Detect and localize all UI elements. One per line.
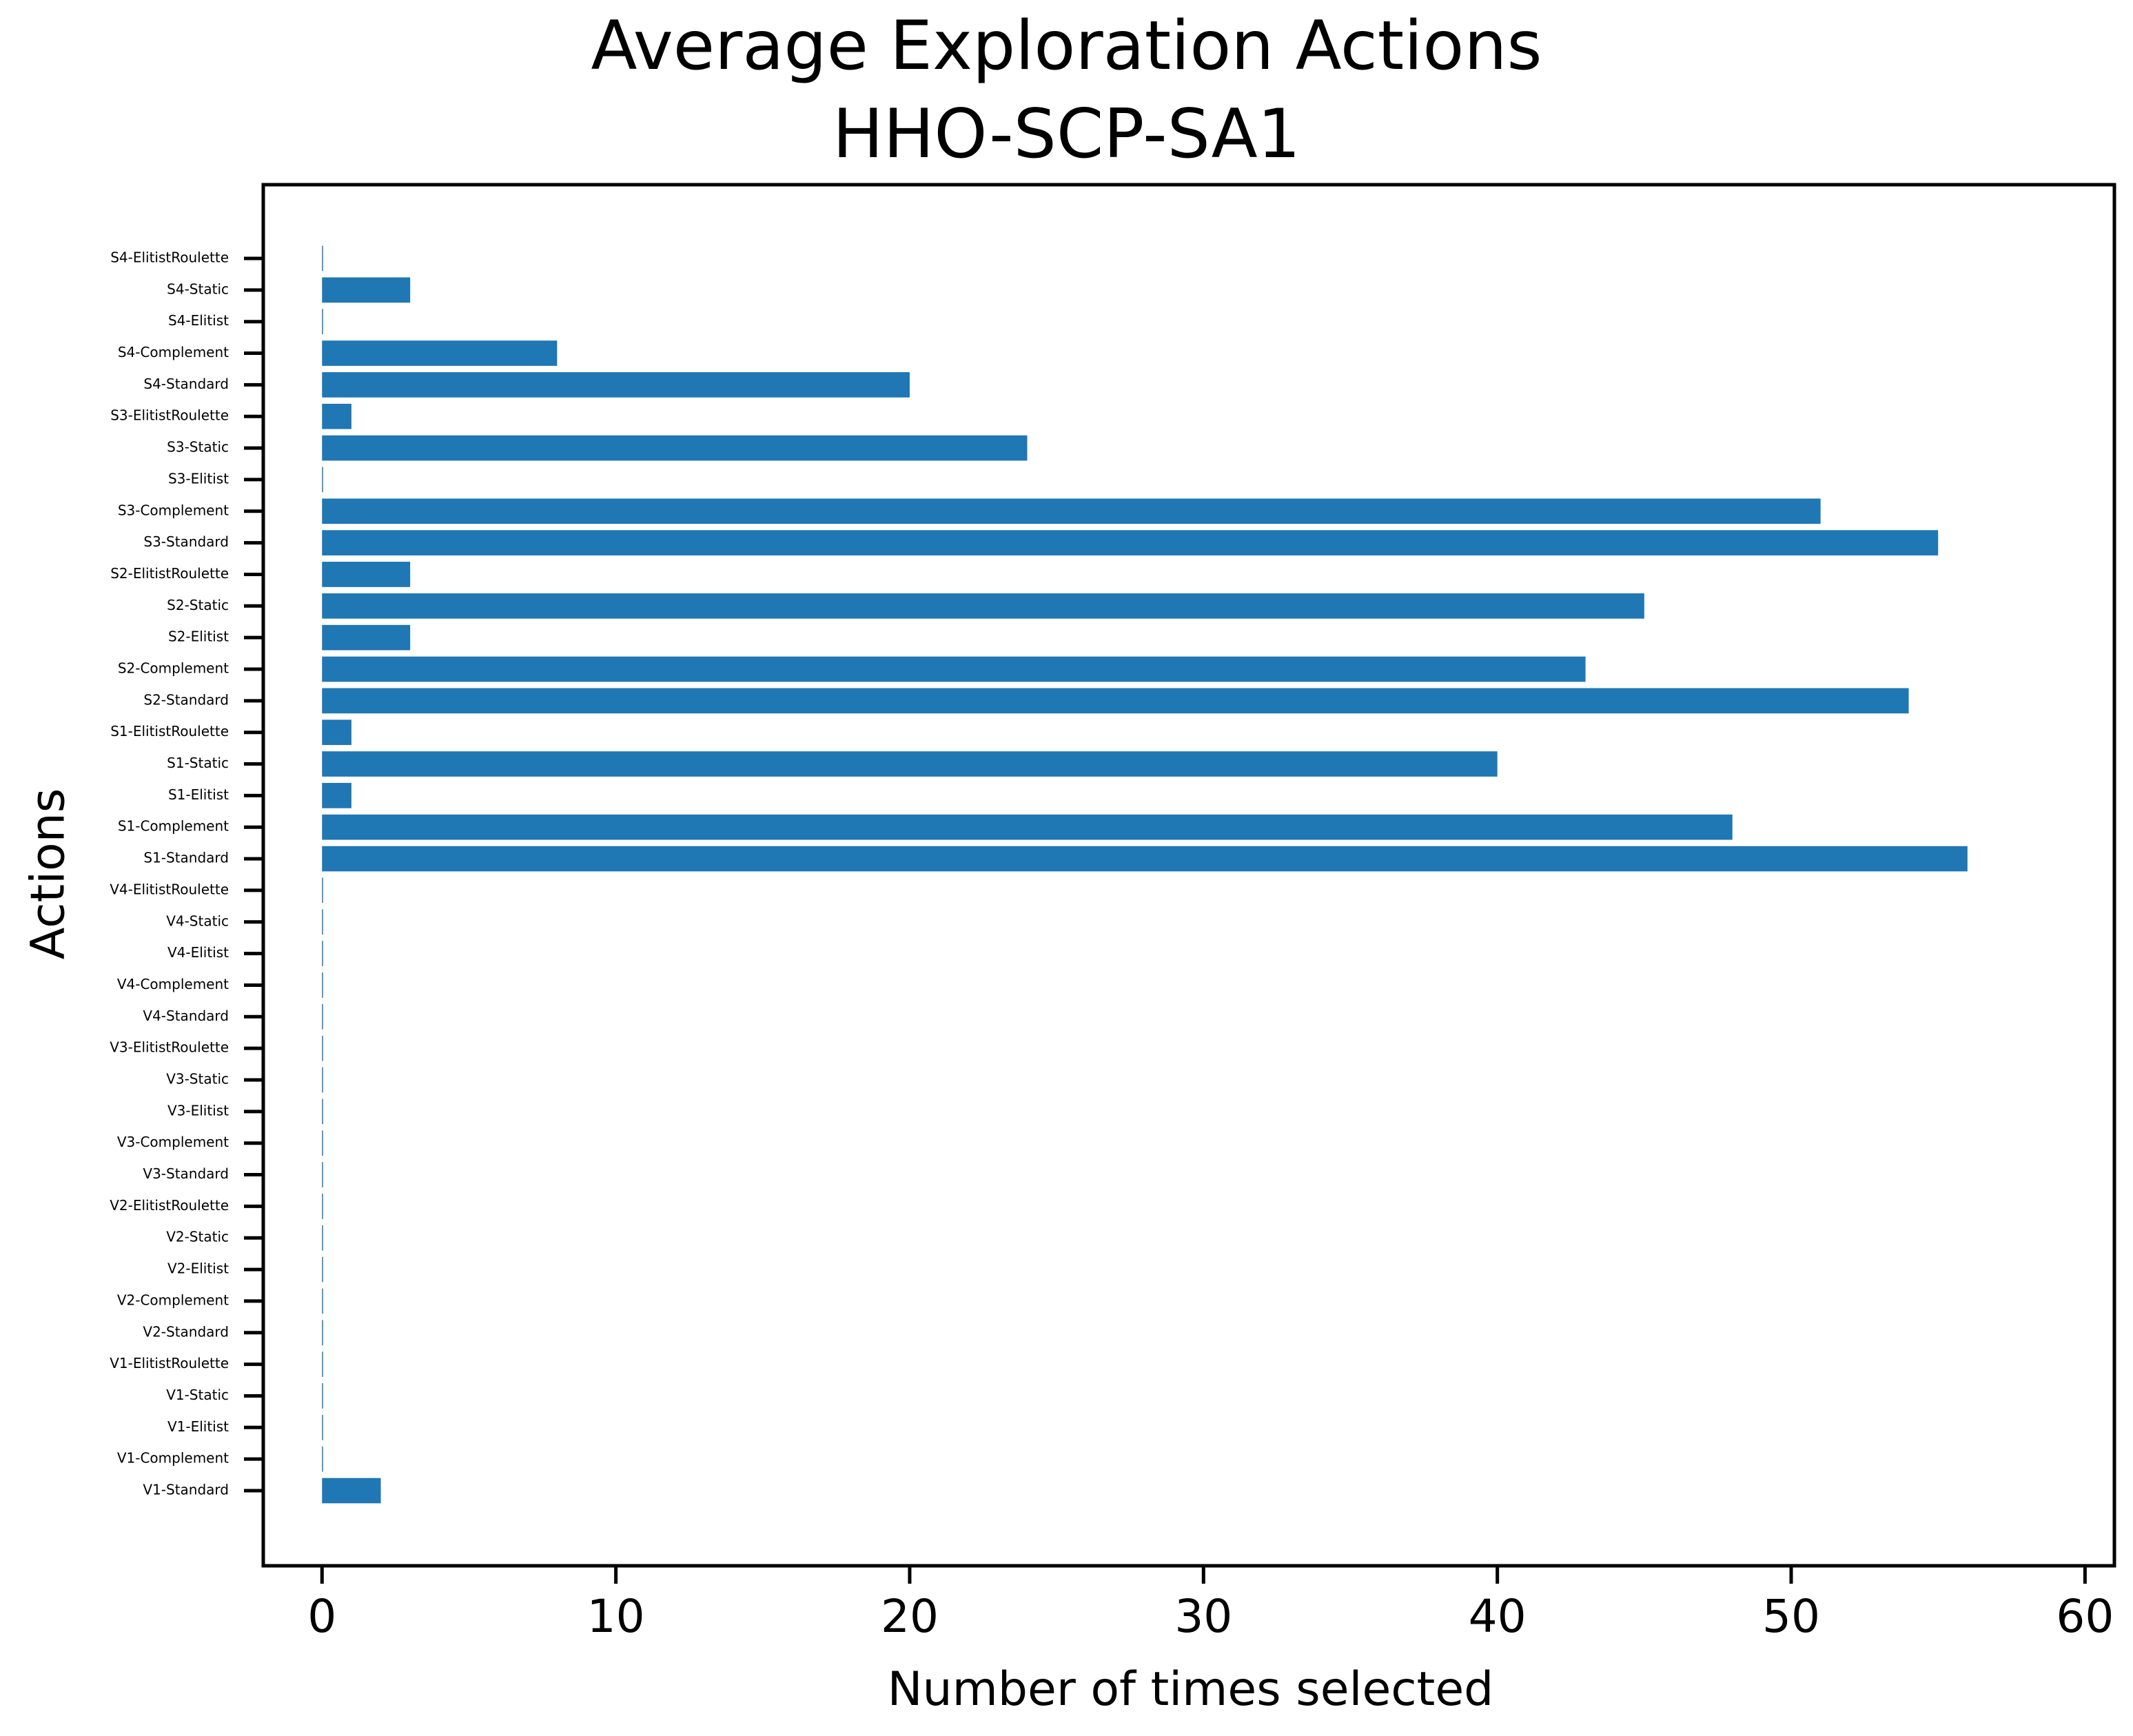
y-tick-label: V1-Static bbox=[166, 1387, 229, 1403]
bar-s4-complement bbox=[322, 340, 558, 366]
bar-s2-elitist bbox=[322, 624, 411, 651]
bar-v4-elitistroulette bbox=[322, 877, 323, 903]
y-tick-label: S3-Static bbox=[167, 439, 229, 456]
y-tick-label: V1-Standard bbox=[143, 1482, 229, 1498]
bar-s1-static bbox=[322, 751, 1498, 777]
chart-subtitle: HHO-SCP-SA1 bbox=[833, 95, 1300, 174]
bar-v2-elitistroulette bbox=[322, 1194, 323, 1219]
bar-v3-complement bbox=[322, 1130, 323, 1156]
bar-s2-static bbox=[322, 593, 1644, 619]
axes-frame bbox=[261, 183, 2116, 1568]
bar-v2-elitist bbox=[322, 1256, 323, 1283]
x-tick-label: 20 bbox=[881, 1590, 939, 1643]
bar-v4-complement bbox=[322, 972, 323, 998]
bar-v3-standard bbox=[322, 1162, 323, 1187]
y-tick-label: V4-Static bbox=[166, 912, 229, 929]
bar-s4-elitist bbox=[322, 309, 323, 335]
y-axis-label: Actions bbox=[21, 788, 76, 960]
y-tick-label: S1-Standard bbox=[143, 850, 229, 866]
bar-v2-static bbox=[322, 1225, 323, 1251]
y-tick-label: V2-Elitist bbox=[167, 1260, 229, 1277]
x-tick-label: 10 bbox=[587, 1590, 645, 1643]
bar-v1-elitistroulette bbox=[322, 1351, 323, 1377]
y-tick-label: S2-ElitistRoulette bbox=[110, 565, 229, 582]
y-tick-label: S3-Complement bbox=[118, 502, 229, 518]
bar-s3-complement bbox=[322, 498, 1821, 524]
y-tick-label: V2-Standard bbox=[143, 1323, 229, 1340]
bar-v4-standard bbox=[322, 1003, 323, 1030]
y-tick-label: S4-Standard bbox=[143, 376, 229, 392]
bar-v2-complement bbox=[322, 1288, 323, 1314]
bar-s2-elitistroulette bbox=[322, 562, 411, 587]
x-tick-label: 0 bbox=[307, 1590, 336, 1643]
bar-s2-complement bbox=[322, 656, 1586, 682]
y-tick-label: S2-Elitist bbox=[168, 629, 229, 645]
y-tick-label: S4-Elitist bbox=[168, 312, 229, 329]
y-tick-label: V1-ElitistRoulette bbox=[110, 1355, 229, 1371]
bar-s4-elitistroulette bbox=[322, 245, 323, 272]
bar-v4-static bbox=[322, 909, 323, 935]
y-tick-label: S1-Complement bbox=[118, 818, 229, 835]
y-tick-label: S1-ElitistRoulette bbox=[110, 723, 229, 739]
bar-v3-static bbox=[322, 1067, 323, 1093]
bar-v2-standard bbox=[322, 1320, 323, 1346]
y-tick-label: S4-ElitistRoulette bbox=[110, 249, 229, 266]
x-tick-label: 40 bbox=[1469, 1590, 1527, 1643]
bar-s4-standard bbox=[322, 372, 910, 398]
bar-s1-elitist bbox=[322, 783, 351, 808]
bar-s1-complement bbox=[322, 814, 1733, 840]
bar-s3-static bbox=[322, 435, 1028, 461]
y-tick-label: V4-Complement bbox=[117, 976, 229, 992]
y-tick-label: S2-Complement bbox=[118, 660, 229, 677]
x-tick-label: 50 bbox=[1762, 1590, 1820, 1643]
x-tick-label: 30 bbox=[1174, 1590, 1232, 1643]
y-tick-label: V4-Standard bbox=[143, 1008, 229, 1024]
bar-v3-elitist bbox=[322, 1099, 323, 1125]
y-tick-label: S4-Static bbox=[167, 280, 229, 297]
bar-s1-standard bbox=[322, 846, 1968, 872]
y-tick-label: V3-Standard bbox=[143, 1165, 229, 1182]
y-tick-label: V1-Elitist bbox=[167, 1418, 229, 1435]
y-tick-label: S3-ElitistRoulette bbox=[110, 407, 229, 424]
bar-v1-elitist bbox=[322, 1414, 323, 1440]
chart-title: Average Exploration Actions bbox=[591, 7, 1542, 85]
bar-s1-elitistroulette bbox=[322, 719, 351, 746]
y-tick-label: S4-Complement bbox=[118, 344, 229, 360]
y-tick-label: S1-Static bbox=[167, 755, 229, 771]
bar-s3-elitist bbox=[322, 467, 323, 493]
bar-v1-standard bbox=[322, 1478, 381, 1504]
bar-s2-standard bbox=[322, 688, 1909, 714]
bar-v1-static bbox=[322, 1383, 323, 1409]
y-tick-label: V1-Complement bbox=[117, 1450, 229, 1467]
bar-s4-static bbox=[322, 277, 411, 303]
y-tick-label: V2-Complement bbox=[117, 1291, 229, 1308]
y-tick-label: V2-Static bbox=[166, 1229, 229, 1245]
y-tick-label: V2-ElitistRoulette bbox=[110, 1197, 229, 1214]
y-tick-label: V3-ElitistRoulette bbox=[110, 1039, 229, 1056]
y-tick-label: V4-Elitist bbox=[167, 944, 229, 961]
y-tick-label: S2-Standard bbox=[143, 691, 229, 708]
y-tick-label: S1-Elitist bbox=[168, 786, 229, 803]
x-tick-label: 60 bbox=[2056, 1590, 2114, 1643]
y-tick-label: V3-Complement bbox=[117, 1134, 229, 1150]
bar-s3-standard bbox=[322, 530, 1939, 555]
y-tick-label: S3-Elitist bbox=[168, 470, 229, 487]
x-axis-label: Number of times selected bbox=[887, 1662, 1494, 1717]
bar-s3-elitistroulette bbox=[322, 403, 351, 429]
y-tick-label: S3-Standard bbox=[143, 533, 229, 550]
bar-v3-elitistroulette bbox=[322, 1035, 323, 1061]
y-tick-label: V3-Static bbox=[166, 1071, 229, 1087]
y-tick-label: S2-Static bbox=[167, 597, 229, 613]
bar-v4-elitist bbox=[322, 941, 323, 966]
bar-v1-complement bbox=[322, 1446, 323, 1472]
y-tick-label: V3-Elitist bbox=[167, 1102, 229, 1119]
y-tick-label: V4-ElitistRoulette bbox=[110, 881, 229, 897]
